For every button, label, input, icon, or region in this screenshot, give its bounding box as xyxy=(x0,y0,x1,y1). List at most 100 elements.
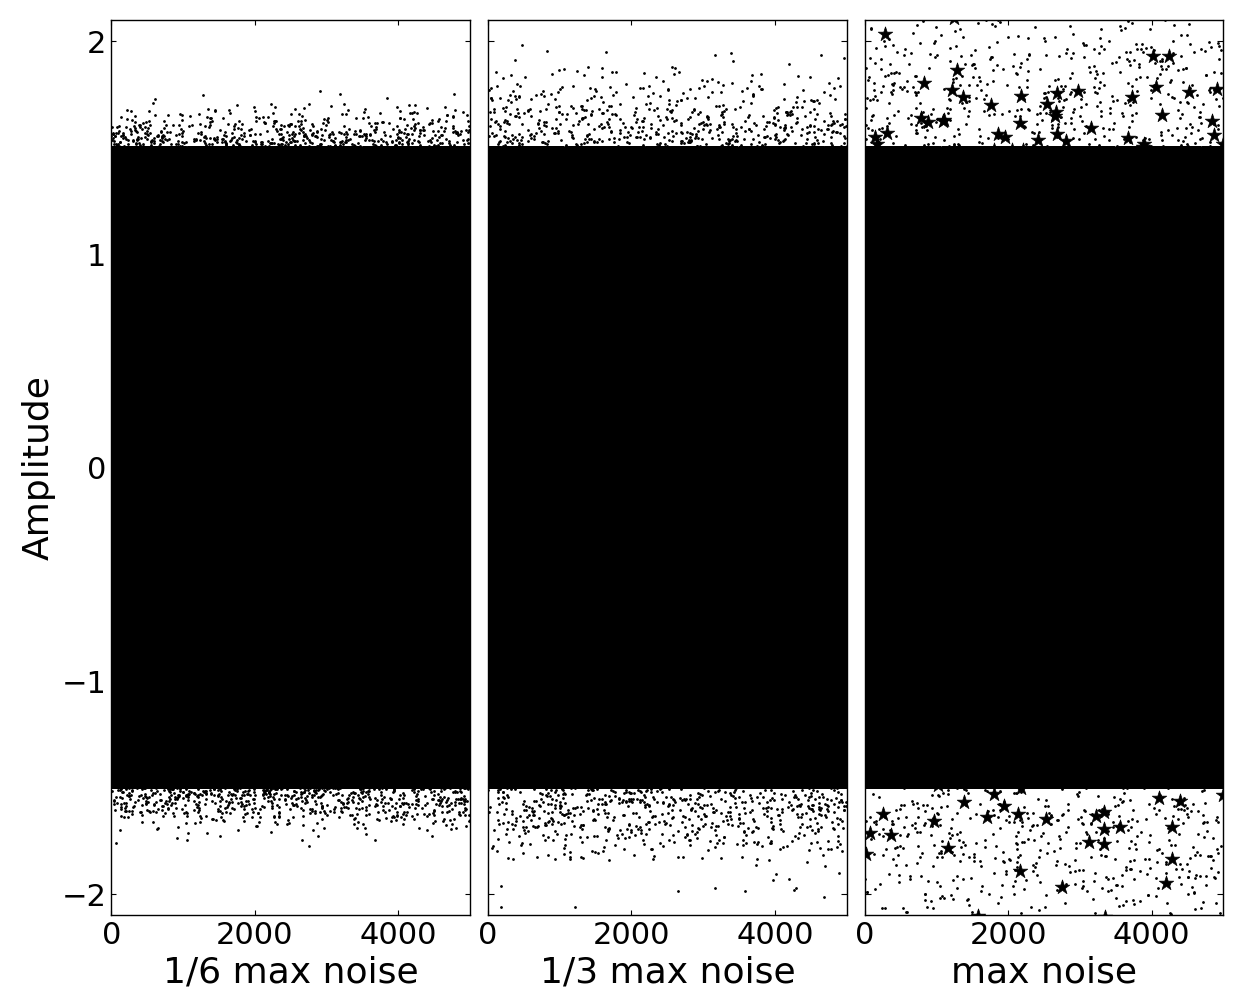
Point xyxy=(1050,644,1070,660)
Point xyxy=(1053,408,1073,425)
Point xyxy=(1134,465,1153,481)
Point xyxy=(1197,290,1216,306)
Point xyxy=(1047,642,1067,658)
Point xyxy=(773,675,793,691)
Point xyxy=(1171,440,1191,456)
Point xyxy=(927,282,947,298)
Point xyxy=(1202,634,1221,650)
Point xyxy=(1113,766,1132,782)
Point xyxy=(1207,371,1226,387)
Point xyxy=(1074,217,1094,233)
Point xyxy=(1136,168,1156,184)
Point xyxy=(904,717,924,733)
Point xyxy=(1132,392,1152,408)
Point xyxy=(1204,669,1224,685)
Point xyxy=(976,551,995,567)
Point xyxy=(1176,566,1195,582)
Point xyxy=(1087,709,1107,725)
Point xyxy=(1073,693,1093,709)
Point xyxy=(1010,679,1030,695)
Point xyxy=(990,395,1010,411)
Point xyxy=(1163,703,1183,719)
Point xyxy=(952,398,972,414)
Point xyxy=(911,651,931,667)
Point xyxy=(1198,465,1218,481)
Point xyxy=(887,702,906,718)
Point xyxy=(881,623,900,639)
Point xyxy=(995,633,1015,649)
Point xyxy=(1110,730,1130,746)
Point xyxy=(1015,270,1035,286)
Point xyxy=(1040,436,1060,452)
Point xyxy=(1071,476,1091,492)
Point xyxy=(1188,532,1208,548)
Point xyxy=(1129,647,1149,663)
Point xyxy=(1032,383,1052,399)
Point xyxy=(1049,437,1068,453)
Point xyxy=(1045,616,1065,632)
Point xyxy=(1072,430,1092,446)
Point xyxy=(1149,791,1168,807)
Point xyxy=(1018,397,1037,413)
Point xyxy=(1200,509,1220,525)
Point xyxy=(986,429,1005,445)
Point xyxy=(982,560,1002,576)
Point xyxy=(1123,650,1142,666)
Point xyxy=(972,290,992,306)
Point xyxy=(1183,189,1203,205)
Point xyxy=(941,229,961,245)
Point xyxy=(1162,664,1182,680)
Point xyxy=(867,175,887,191)
Point xyxy=(1028,596,1047,612)
Point xyxy=(969,381,989,397)
Point xyxy=(1208,616,1228,632)
Point xyxy=(1002,566,1021,582)
Point xyxy=(1104,384,1124,400)
Point xyxy=(1004,328,1024,344)
Point xyxy=(1186,189,1205,205)
Point xyxy=(1014,656,1034,672)
Point xyxy=(1198,659,1218,675)
Point xyxy=(900,595,920,611)
Point xyxy=(960,683,979,699)
Point xyxy=(1172,245,1192,262)
Point xyxy=(965,630,984,646)
Point xyxy=(1021,299,1041,315)
Point xyxy=(1210,269,1230,285)
Point xyxy=(1021,363,1041,379)
Point xyxy=(914,593,934,609)
Point xyxy=(1050,472,1070,488)
Point xyxy=(1098,319,1118,335)
Point xyxy=(960,437,979,453)
Point xyxy=(906,408,926,425)
Point xyxy=(1088,168,1108,184)
Point xyxy=(926,176,946,192)
Point xyxy=(1002,470,1021,486)
Point xyxy=(1000,532,1020,548)
Point xyxy=(1172,185,1192,201)
Point xyxy=(945,194,965,210)
Point xyxy=(962,689,982,705)
Point xyxy=(965,424,984,440)
Point xyxy=(1081,121,1100,137)
Point xyxy=(1118,696,1137,712)
Point xyxy=(1041,532,1061,548)
Point xyxy=(1053,638,1073,654)
Point xyxy=(1172,311,1192,327)
Point xyxy=(1153,691,1173,707)
Point xyxy=(1153,226,1173,242)
Point xyxy=(1013,469,1032,485)
Point xyxy=(1009,116,1029,132)
Point xyxy=(1132,571,1152,588)
Point xyxy=(868,222,888,238)
Point xyxy=(977,396,997,412)
Point xyxy=(941,756,961,772)
Point xyxy=(936,212,956,228)
Point xyxy=(945,507,965,523)
Point xyxy=(1134,137,1153,153)
Point xyxy=(1025,220,1045,236)
Point xyxy=(1008,806,1028,822)
Point xyxy=(983,143,1003,159)
Point xyxy=(1039,415,1058,432)
Point xyxy=(1004,186,1024,202)
